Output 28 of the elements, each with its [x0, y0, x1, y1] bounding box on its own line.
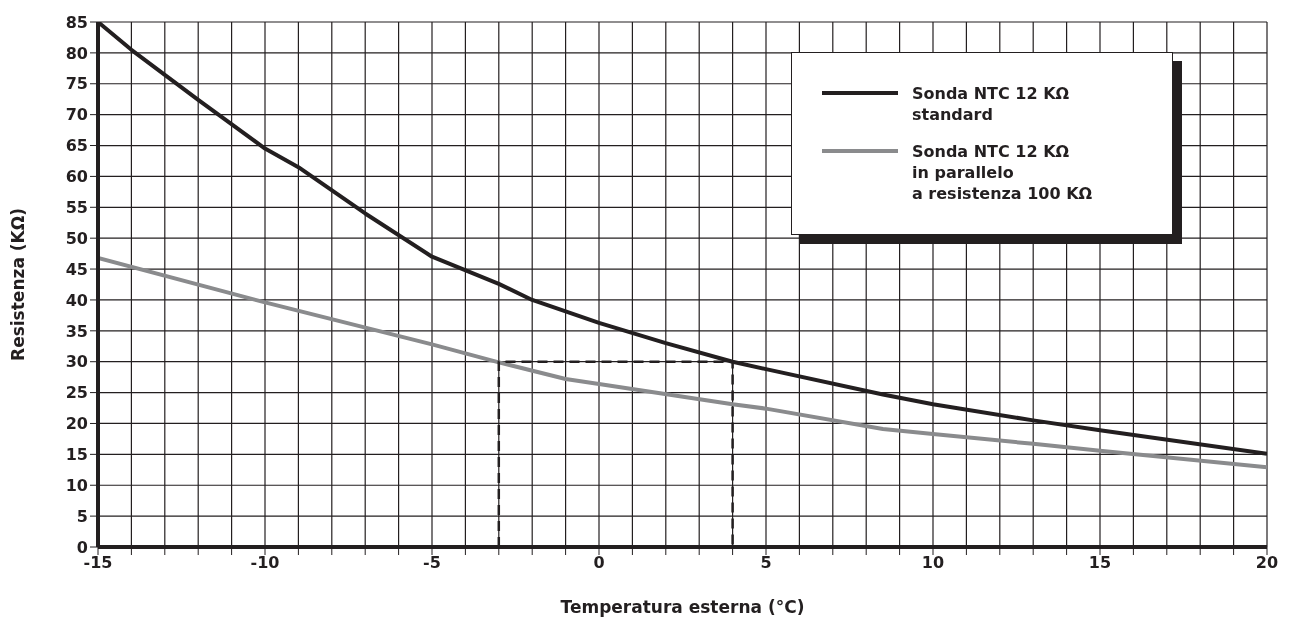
- x-tick-label: 15: [1088, 553, 1112, 573]
- y-tick-label: 60: [65, 167, 88, 187]
- y-tick-label: 55: [65, 197, 88, 217]
- x-tick-label: 10: [921, 553, 945, 573]
- y-tick-label: 40: [65, 290, 88, 310]
- y-axis-title: Resistenza (KΩ): [8, 208, 29, 361]
- y-tick-label: 20: [65, 414, 88, 434]
- y-tick-label: 85: [65, 12, 88, 32]
- x-tick-label: 20: [1255, 553, 1279, 573]
- legend-label: Sonda NTC 12 KΩ in parallelo a resistenza 100 KΩ: [912, 141, 1093, 204]
- y-tick-label: 5: [76, 506, 88, 526]
- x-tick-label: -5: [423, 553, 441, 573]
- y-tick-label: 75: [65, 74, 88, 94]
- y-tick-label: 25: [65, 383, 88, 403]
- x-tick-label: 0: [593, 553, 605, 573]
- y-tick-label: 10: [65, 475, 88, 495]
- y-tick-label: 30: [65, 352, 88, 372]
- y-tick-label: 80: [65, 43, 88, 63]
- y-tick-label: 15: [65, 445, 88, 465]
- x-tick-label: 5: [760, 553, 772, 573]
- y-tick-label: 50: [65, 228, 88, 248]
- x-tick-label: -10: [250, 553, 280, 573]
- legend-label: Sonda NTC 12 KΩ standard: [912, 83, 1070, 125]
- y-tick-label: 65: [65, 136, 88, 156]
- y-tick-label: 35: [65, 321, 88, 341]
- y-tick-label: 45: [65, 259, 88, 279]
- x-axis-title: Temperatura esterna (°C): [560, 597, 805, 617]
- y-tick-label: 70: [65, 105, 88, 125]
